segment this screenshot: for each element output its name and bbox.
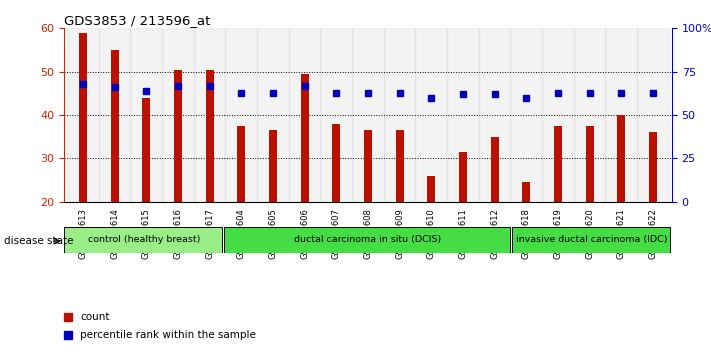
Bar (447, 28, 479, 202)
Bar (427, 176, 435, 202)
Text: control (healthy breast): control (healthy breast) (87, 235, 201, 244)
Bar (617, 115, 625, 202)
Bar (194, 28, 225, 202)
Text: ductal carcinoma in situ (DCIS): ductal carcinoma in situ (DCIS) (294, 235, 442, 244)
Bar (237, 126, 245, 202)
Bar (225, 28, 257, 202)
Bar (174, 69, 182, 202)
Bar (67, 28, 99, 202)
Bar (649, 132, 657, 202)
Text: GDS3853 / 213596_at: GDS3853 / 213596_at (64, 14, 210, 27)
Bar (64, 227, 223, 253)
Text: percentile rank within the sample: percentile rank within the sample (80, 330, 256, 340)
Bar (586, 126, 594, 202)
Bar (395, 130, 404, 202)
Bar (269, 130, 277, 202)
Bar (384, 28, 415, 202)
Bar (99, 28, 131, 202)
Bar (205, 69, 213, 202)
Bar (510, 28, 542, 202)
Bar (554, 126, 562, 202)
Bar (79, 33, 87, 202)
Bar (415, 28, 447, 202)
Bar (321, 28, 352, 202)
Bar (142, 98, 150, 202)
Bar (352, 28, 384, 202)
Bar (542, 28, 574, 202)
Bar (131, 28, 162, 202)
Text: disease state: disease state (4, 236, 73, 246)
Bar (111, 50, 119, 202)
Bar (364, 130, 372, 202)
Bar (332, 124, 341, 202)
Bar (224, 227, 510, 253)
Bar (637, 28, 669, 202)
Bar (301, 74, 309, 202)
Bar (289, 28, 321, 202)
Bar (162, 28, 194, 202)
Bar (512, 227, 670, 253)
Bar (459, 152, 467, 202)
Text: count: count (80, 312, 109, 322)
Bar (574, 28, 605, 202)
Bar (257, 28, 289, 202)
Bar (523, 182, 530, 202)
Bar (491, 137, 498, 202)
Bar (479, 28, 510, 202)
Text: invasive ductal carcinoma (IDC): invasive ductal carcinoma (IDC) (516, 235, 668, 244)
Bar (605, 28, 637, 202)
